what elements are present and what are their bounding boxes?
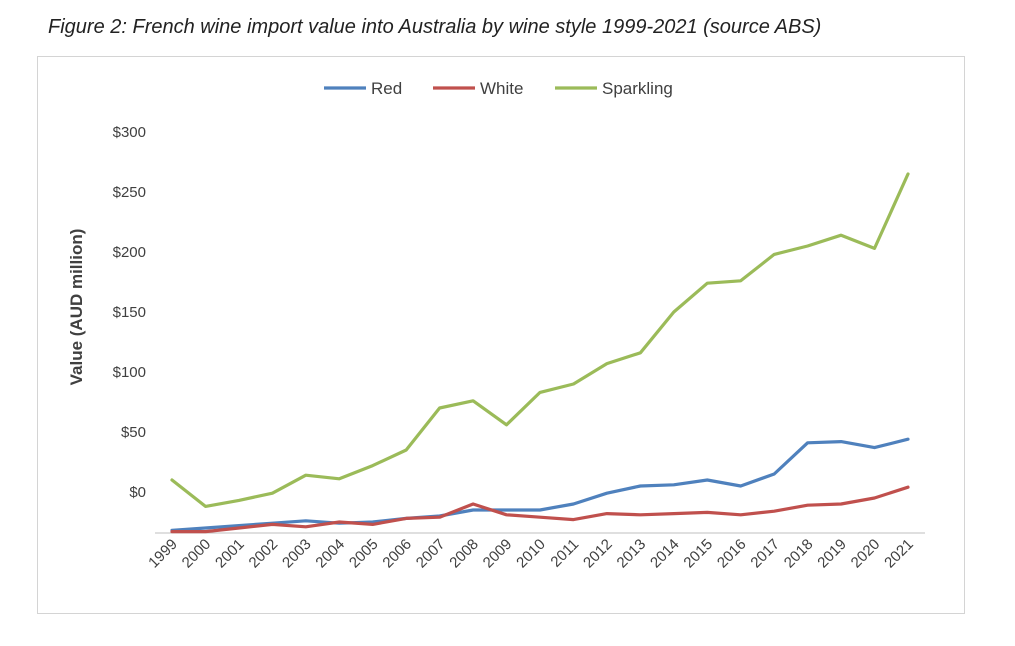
x-tick-label: 1999 (145, 536, 181, 572)
x-tick-label: 2019 (814, 536, 850, 572)
x-tick-label: 2021 (881, 536, 917, 572)
x-tick-label: 2003 (279, 536, 315, 572)
x-tick-label: 2018 (781, 536, 817, 572)
x-tick-label: 2007 (413, 536, 449, 572)
x-tick-label: 2013 (614, 536, 650, 572)
x-tick-label: 2004 (312, 536, 348, 572)
x-tick-label: 2002 (246, 536, 282, 572)
chart-frame: Red White Sparkling $300 $250 $200 $150 $100 $5… (37, 56, 965, 614)
line-chart: Red White Sparkling $300 $250 $200 $150 $100 $5… (67, 79, 925, 572)
x-tick-label: 2008 (446, 536, 482, 572)
legend: Red White Sparkling (324, 79, 673, 98)
y-tick-label: $150 (113, 304, 146, 321)
x-tick-label: 2015 (680, 536, 716, 572)
series-line-sparkling (170, 172, 910, 508)
x-axis: 1999200020012002200320042005200620072008… (145, 532, 925, 572)
legend-label-white: White (480, 79, 523, 98)
series-layer (170, 172, 910, 534)
y-tick-label: $0 (129, 484, 146, 501)
series-line-red (170, 437, 910, 532)
x-tick-label: 2000 (179, 536, 215, 572)
x-tick-label: 2016 (714, 536, 750, 572)
x-tick-label: 2020 (848, 536, 884, 572)
y-tick-label: $250 (113, 184, 146, 201)
y-tick-label: $200 (113, 244, 146, 261)
x-tick-label: 2017 (747, 536, 783, 572)
legend-label-sparkling: Sparkling (602, 79, 673, 98)
y-tick-label: $100 (113, 364, 146, 381)
x-tick-label: 2010 (513, 536, 549, 572)
x-tick-label: 2005 (346, 536, 382, 572)
x-tick-label: 2001 (212, 536, 248, 572)
y-tick-label: $50 (121, 424, 146, 441)
series-line-white (170, 485, 910, 534)
x-tick-label: 2012 (580, 536, 616, 572)
x-tick-label: 2011 (547, 536, 582, 571)
x-tick-label: 2009 (480, 536, 516, 572)
y-axis-label: Value (AUD million) (67, 229, 86, 386)
y-axis: $300 $250 $200 $150 $100 $50 $0 (113, 124, 146, 501)
x-tick-label: 2006 (379, 536, 415, 572)
x-tick-label: 2014 (647, 536, 683, 572)
y-tick-label: $300 (113, 124, 146, 141)
legend-label-red: Red (371, 79, 402, 98)
figure-title: Figure 2: French wine import value into … (48, 16, 822, 38)
